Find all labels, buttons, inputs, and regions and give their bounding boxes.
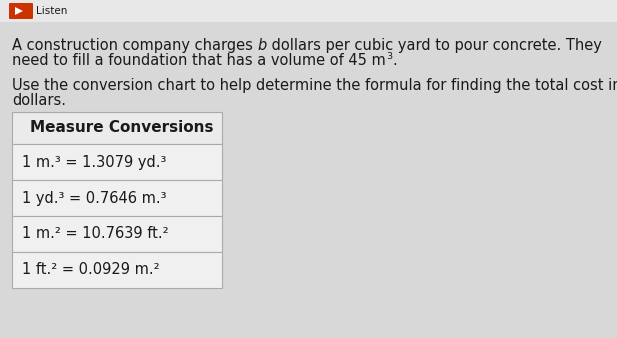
Bar: [12, 180, 222, 216]
Bar: [12, 144, 222, 180]
Text: A construction company charges: A construction company charges: [12, 38, 257, 53]
Text: 1 m.³ = 1.3079 yd.³: 1 m.³ = 1.3079 yd.³: [22, 154, 167, 169]
Text: dollars.: dollars.: [12, 93, 66, 108]
Bar: [0, 0, 617, 22]
Bar: [12, 112, 222, 144]
Text: dollars per cubic yard to pour concrete. They: dollars per cubic yard to pour concrete.…: [267, 38, 602, 53]
Text: 3: 3: [386, 52, 392, 61]
Text: Measure Conversions: Measure Conversions: [30, 121, 214, 136]
Text: b: b: [257, 38, 267, 53]
FancyBboxPatch shape: [9, 3, 33, 19]
Text: Listen: Listen: [36, 6, 67, 16]
Text: .: .: [392, 53, 397, 68]
Text: 1 m.² = 10.7639 ft.²: 1 m.² = 10.7639 ft.²: [22, 226, 168, 241]
Text: 1 yd.³ = 0.7646 m.³: 1 yd.³ = 0.7646 m.³: [22, 191, 167, 206]
Bar: [12, 252, 222, 288]
Text: Use the conversion chart to help determine the formula for finding the total cos: Use the conversion chart to help determi…: [12, 78, 617, 93]
Polygon shape: [15, 7, 23, 15]
Bar: [12, 216, 222, 252]
Text: 1 ft.² = 0.0929 m.²: 1 ft.² = 0.0929 m.²: [22, 263, 160, 277]
Text: need to fill a foundation that has a volume of 45 m: need to fill a foundation that has a vol…: [12, 53, 386, 68]
